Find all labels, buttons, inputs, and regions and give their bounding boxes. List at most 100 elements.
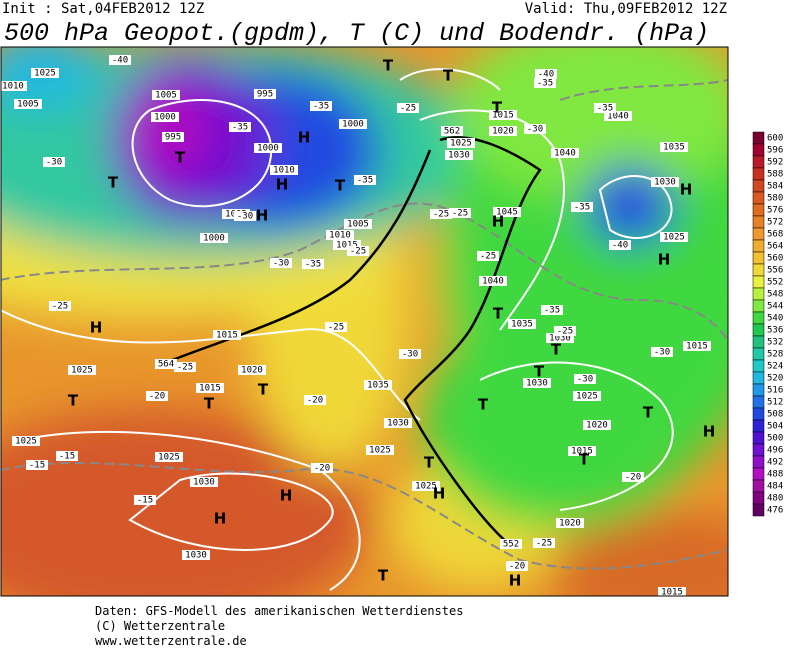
label-box (12, 436, 40, 446)
colorbar-swatch (752, 347, 765, 361)
colorbar-label: 492 (767, 458, 783, 468)
label-box (152, 90, 180, 100)
contour-label: -35 (544, 306, 560, 316)
label-box (604, 111, 632, 121)
contour-label: -15 (137, 496, 153, 506)
colorbar-label: 564 (767, 242, 783, 252)
colorbar-swatch (752, 419, 765, 433)
contour-label: -15 (29, 461, 45, 471)
low-marker: T (478, 396, 489, 414)
label-box (162, 132, 184, 142)
label-box (541, 305, 563, 315)
contour-label: 564 (158, 360, 174, 370)
high-marker: H (492, 213, 505, 231)
label-box (254, 89, 276, 99)
contour-label: 1030 (193, 478, 215, 488)
contour-label: 1040 (554, 149, 576, 159)
contour-label: -20 (149, 392, 165, 402)
colorbar-swatch (752, 143, 765, 157)
contour-label: 1015 (661, 588, 683, 598)
colorbar-label: 528 (767, 350, 783, 360)
label-box (660, 142, 688, 152)
low-marker: T (335, 177, 346, 195)
contour-label: 1025 (369, 446, 391, 456)
label-box (326, 230, 354, 240)
contour-label: 1035 (663, 143, 685, 153)
contour-label: 1010 (273, 166, 295, 176)
colorbar-label: 516 (767, 386, 783, 396)
colorbar-label: 496 (767, 446, 783, 456)
contour-label: 1010 (2, 82, 24, 92)
contour-label: 1025 (450, 139, 472, 149)
low-marker: T (204, 395, 215, 413)
label-box (238, 365, 266, 375)
contour-label: 995 (257, 90, 273, 100)
contour-label: 1030 (448, 151, 470, 161)
high-marker: H (276, 176, 289, 194)
low-marker: T (175, 149, 186, 167)
high-marker: H (433, 485, 446, 503)
label-box (68, 365, 96, 375)
label-box (523, 378, 551, 388)
colorbar-label: 500 (767, 434, 783, 444)
map-labels: 1025101010051005100099599510001000101010… (1, 55, 715, 598)
colorbar-swatch (752, 479, 765, 493)
contour-label: 1005 (17, 100, 39, 110)
contour-label: -30 (577, 375, 593, 385)
contour-label: 1015 (199, 384, 221, 394)
contour-label: -40 (112, 56, 128, 66)
colorbar-label: 596 (767, 146, 783, 156)
label-box (304, 395, 326, 405)
label-box (489, 126, 517, 136)
colorbar-label: 532 (767, 338, 783, 348)
colorbar-swatch (752, 407, 765, 421)
contour-label: 1010 (329, 231, 351, 241)
high-marker: H (280, 487, 293, 505)
label-box (660, 232, 688, 242)
isotherms (1, 79, 728, 570)
contour-label: -25 (536, 539, 552, 549)
label-box (535, 69, 557, 79)
contour-label: -35 (597, 104, 613, 114)
contour-label: -30 (46, 158, 62, 168)
contour-label: 1025 (415, 482, 437, 492)
colorbar-label: 592 (767, 158, 783, 168)
contour-552 (403, 136, 542, 546)
contour-label: 1025 (576, 392, 598, 402)
contour-label: -30 (273, 259, 289, 269)
contour-label: 1020 (559, 519, 581, 529)
low-marker: T (551, 341, 562, 359)
contour-label: 1040 (607, 112, 629, 122)
high-marker: H (680, 181, 693, 199)
contour-label: -25 (557, 327, 573, 337)
colorbar-swatch (752, 263, 765, 277)
label-box (254, 143, 282, 153)
contour-label: -35 (574, 203, 590, 213)
label-box (397, 103, 419, 113)
label-box (574, 374, 596, 384)
colorbar-swatch (752, 131, 765, 145)
low-marker: T (108, 174, 119, 192)
label-box (182, 550, 210, 560)
colorbar-label: 548 (767, 290, 783, 300)
contour-label: -30 (237, 212, 253, 222)
colorbar-label: 508 (767, 410, 783, 420)
contour-label: -25 (52, 302, 68, 312)
label-box (31, 68, 59, 78)
colorbar-swatch (752, 383, 765, 397)
contour-label: 1015 (216, 331, 238, 341)
label-box (151, 112, 179, 122)
contour-label: 1000 (257, 144, 279, 154)
label-box (568, 446, 596, 456)
low-marker: T (258, 381, 269, 399)
contour-label: -20 (307, 396, 323, 406)
colorbar: 600 596 592 588 584 580 576 572 568 564 560 556 552 5… (752, 131, 783, 517)
contour-label: -35 (357, 176, 373, 186)
colorbar-swatch (752, 203, 765, 217)
high-marker: H (214, 510, 227, 528)
contour-label: -30 (654, 348, 670, 358)
contour-label: -35 (313, 102, 329, 112)
low-marker: T (443, 67, 454, 85)
colorbar-swatch (752, 251, 765, 265)
title: 500 hPa Geopot.(gpdm), T (C) und Bodendr… (4, 19, 709, 48)
